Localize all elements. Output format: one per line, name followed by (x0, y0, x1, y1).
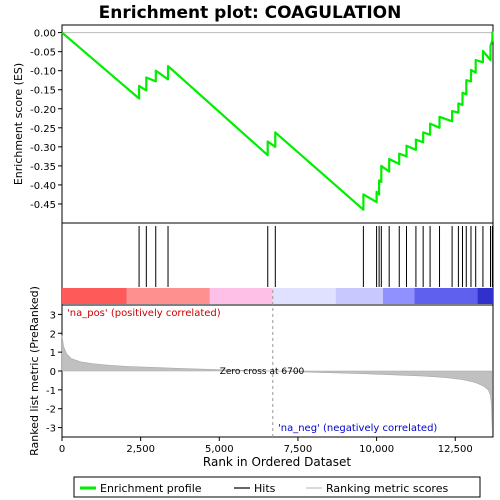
legend-label-hits: Hits (254, 482, 276, 495)
top-panel-frame (61, 24, 494, 224)
legend-label-enrichment: Enrichment profile (100, 482, 202, 495)
enrichment-profile-line (61, 31, 494, 211)
rank-colorbar (62, 288, 493, 304)
enrichment-score-panel: 0.00 -0.05 -0.10 -0.15 -0.20 -0.25 -0.30 -0.35 -… (12, 24, 494, 224)
es-y-tick-label: 0.00 (34, 29, 56, 40)
metric-y-tick-label: 3 (50, 310, 56, 321)
legend: Enrichment profile Hits Ranking metric s… (73, 476, 481, 498)
zero-cross-label: Zero cross at 6700 (220, 367, 305, 377)
es-y-tick-label: -0.15 (30, 86, 56, 97)
metric-y-label: Ranked list metric (PreRanked) (28, 286, 41, 456)
es-y-tick-label: -0.20 (30, 105, 56, 116)
colorbar-segment (126, 288, 210, 304)
metric-y-tick-label: 0 (50, 367, 56, 378)
ranking-metric-fill (61, 335, 493, 436)
es-y-tick-label: -0.45 (30, 200, 56, 211)
es-y-tick-label: -0.35 (30, 162, 56, 173)
colorbar-segment (414, 288, 478, 304)
metric-y-tick-label: -2 (46, 405, 56, 416)
es-y-ticks: 0.00 -0.05 -0.10 -0.15 -0.20 -0.25 -0.30 -0.35 -… (30, 29, 62, 211)
x-tick-label: 12,500 (438, 444, 473, 455)
es-y-label: Enrichment score (ES) (12, 63, 25, 185)
metric-y-tick-label: 2 (50, 329, 56, 340)
colorbar-segment (62, 288, 127, 304)
colorbar-segment (209, 288, 273, 304)
es-y-tick-label: -0.25 (30, 124, 56, 135)
metric-y-ticks: 3 2 1 0 -1 -2 -3 (46, 310, 62, 435)
es-y-tick-label: -0.40 (30, 181, 56, 192)
x-axis-label: Rank in Ordered Dataset (203, 455, 351, 469)
colorbar-segment (477, 288, 493, 304)
hits-panel (61, 222, 494, 306)
negative-label: 'na_neg' (negatively correlated) (278, 423, 437, 434)
colorbar-segment (335, 288, 383, 304)
legend-label-metric: Ranking metric scores (326, 482, 448, 495)
legend-box (73, 476, 481, 498)
x-tick-label: 5,000 (205, 444, 234, 455)
colorbar-segment (272, 288, 336, 304)
positive-label: 'na_pos' (positively correlated) (67, 308, 221, 319)
x-tick-label: 7,500 (284, 444, 313, 455)
colorbar-segment (382, 288, 415, 304)
ranking-metric-area (61, 335, 493, 436)
es-y-tick-label: -0.10 (30, 67, 56, 78)
hit-marks (138, 226, 493, 287)
chart-title: Enrichment plot: COAGULATION (99, 3, 402, 23)
metric-y-tick-label: 1 (50, 348, 56, 359)
x-tick-label: 2,500 (126, 444, 155, 455)
metric-y-tick-label: -3 (46, 424, 56, 435)
x-tick-label: 0 (59, 444, 65, 455)
es-y-tick-label: -0.05 (30, 48, 56, 59)
x-tick-label: 10,000 (359, 444, 394, 455)
metric-y-tick-label: -1 (46, 386, 56, 397)
ranked-metric-panel: 3 2 1 0 -1 -2 -3 Zero cross at 6700 'na_pos' (… (28, 286, 494, 469)
es-y-tick-label: -0.30 (30, 143, 56, 154)
enrichment-profile-path (61, 31, 494, 211)
x-ticks: 0 2,500 5,000 7,500 10,000 12,500 (59, 437, 473, 455)
